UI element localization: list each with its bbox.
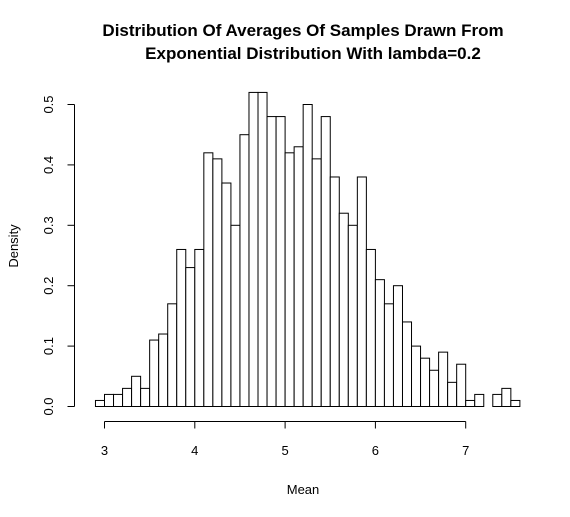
x-axis: 3 4 5 6 7 (101, 421, 469, 458)
histogram-bar (420, 357, 431, 407)
histogram-bar (456, 363, 467, 407)
histogram-bar (302, 104, 313, 407)
histogram-bar (492, 393, 503, 408)
histogram-bar (140, 387, 151, 408)
histogram-bar (474, 393, 485, 408)
histogram-bar (365, 248, 376, 407)
histogram-bar (248, 91, 259, 407)
histogram-bar (122, 387, 133, 408)
histogram-bar (194, 248, 205, 407)
histogram-bar (167, 303, 178, 408)
x-tick-label: 6 (372, 443, 379, 458)
histogram-bars (94, 91, 521, 408)
histogram-bar (176, 248, 187, 407)
histogram-bar (374, 279, 385, 407)
histogram-bar (401, 321, 413, 407)
histogram-bar (429, 369, 440, 408)
histogram-bar (212, 158, 223, 407)
histogram-bar (131, 375, 142, 407)
histogram-bar (329, 176, 340, 407)
histogram-bar (104, 393, 115, 408)
y-axis-label: Density (6, 224, 21, 268)
x-axis-label: Mean (287, 482, 320, 497)
histogram-bar (230, 224, 241, 407)
y-tick-label: 0.2 (41, 277, 56, 295)
histogram-bar (438, 351, 449, 408)
y-axis: 0.0 0.1 0.2 0.3 0.4 0.5 (41, 95, 75, 416)
histogram-bar (311, 158, 322, 407)
histogram-bar (94, 399, 106, 407)
histogram-bar (257, 91, 268, 407)
x-tick-label: 4 (191, 443, 198, 458)
histogram-bar (149, 339, 160, 407)
chart-title-line-1: Distribution Of Averages Of Samples Draw… (102, 21, 503, 40)
histogram-bar (284, 152, 295, 407)
histogram-bar (185, 267, 196, 407)
histogram-bar (266, 116, 277, 408)
histogram-bar (239, 134, 250, 407)
x-tick-label: 5 (281, 443, 288, 458)
histogram-bar (356, 176, 367, 407)
histogram-bar (275, 116, 286, 408)
histogram-bar (510, 399, 521, 407)
y-tick-label: 0.5 (41, 95, 56, 113)
histogram-bar (338, 212, 349, 407)
y-tick-label: 0.1 (41, 337, 56, 355)
x-tick-label: 7 (462, 443, 469, 458)
y-tick-label: 0.4 (41, 156, 56, 174)
histogram-bar (113, 393, 124, 408)
chart-title-line-2: Exponential Distribution With lambda=0.2 (145, 44, 481, 63)
x-tick-label: 3 (101, 443, 108, 458)
histogram-bar (221, 182, 232, 407)
histogram-bar (320, 116, 331, 408)
histogram-bar (411, 345, 422, 408)
y-tick-label: 0.3 (41, 216, 56, 234)
histogram-bar (392, 285, 403, 408)
histogram-bar (203, 152, 214, 407)
histogram-bar (501, 387, 512, 408)
histogram-bar (347, 224, 358, 407)
histogram-bar (293, 146, 304, 407)
histogram-bar (158, 333, 169, 407)
histogram-bar (383, 303, 394, 408)
histogram-bar (447, 381, 458, 407)
histogram-bar (465, 399, 476, 407)
y-tick-label: 0.0 (41, 397, 56, 415)
